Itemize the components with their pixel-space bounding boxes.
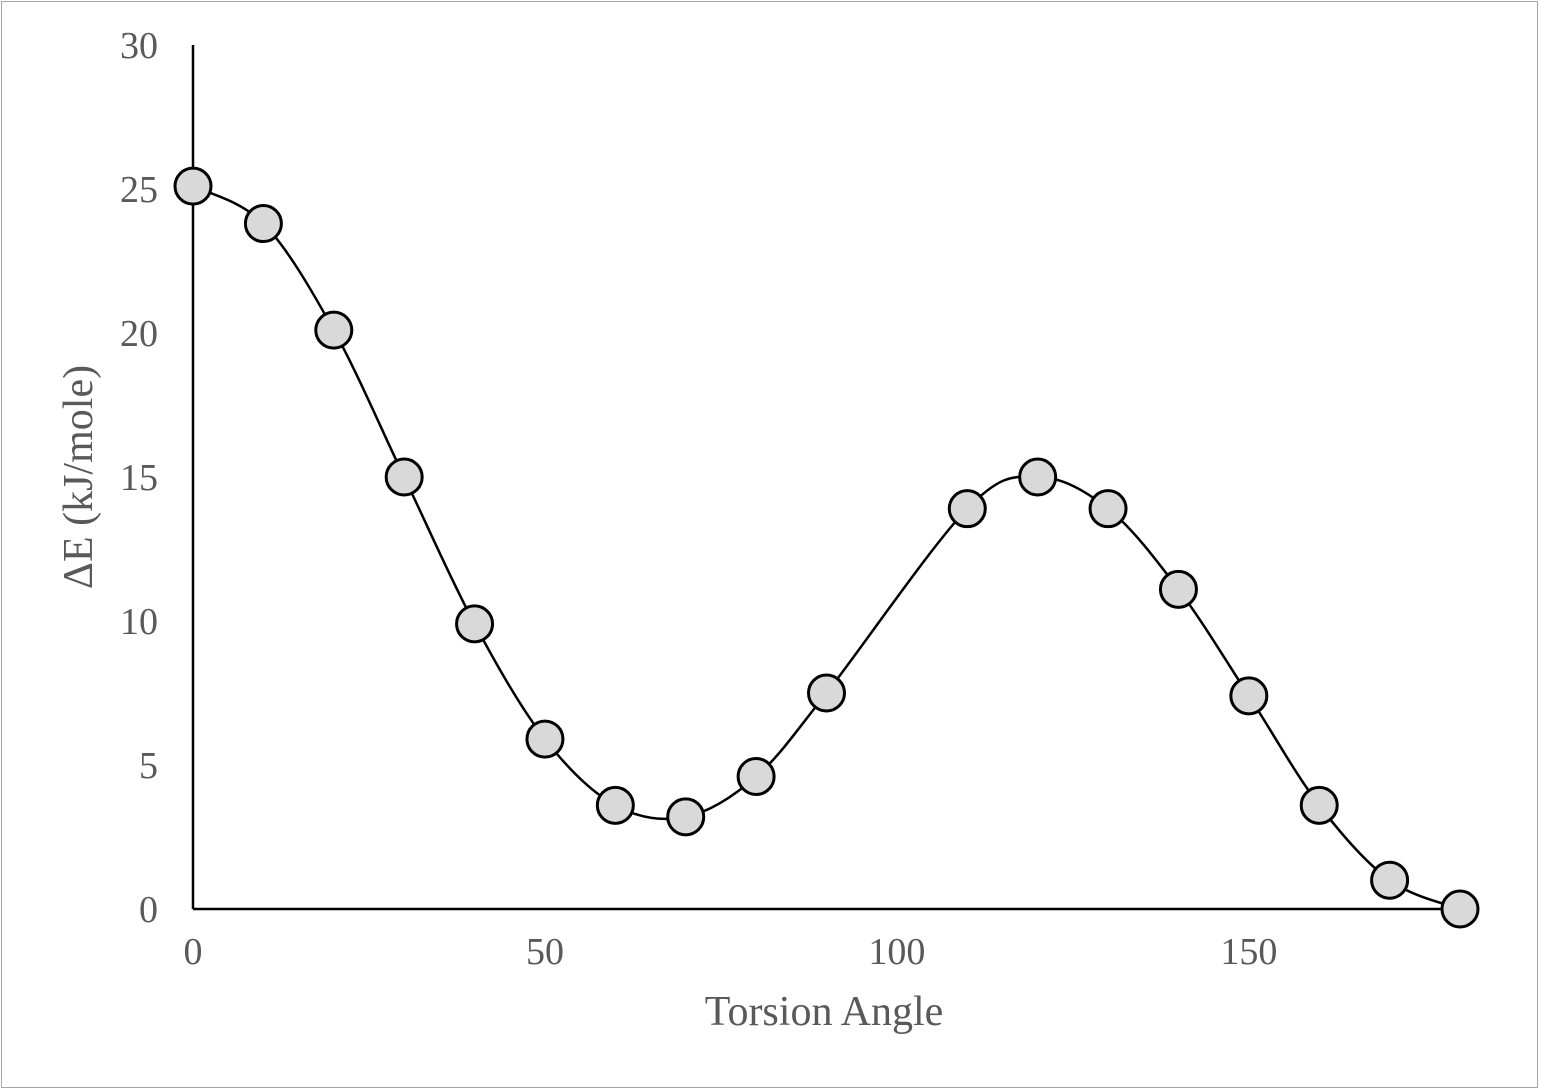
data-point-marker xyxy=(1158,569,1198,609)
y-tick-label: 5 xyxy=(139,745,158,787)
y-tick-labels: 0 5 10 15 20 25 30 xyxy=(120,25,158,931)
data-point-marker xyxy=(807,673,846,713)
y-tick-label: 15 xyxy=(120,457,158,499)
x-tick-label: 150 xyxy=(1220,931,1277,973)
x-tick-label: 100 xyxy=(868,931,925,973)
x-tick-label: 0 xyxy=(184,931,203,973)
x-tick-labels: 0 50 100 150 xyxy=(184,931,1278,973)
data-point-marker xyxy=(1440,889,1480,929)
y-tick-label: 30 xyxy=(120,25,158,67)
x-axis-title: Torsion Angle xyxy=(705,989,944,1035)
y-tick-label: 25 xyxy=(120,169,158,211)
data-point-marker xyxy=(947,489,987,529)
y-tick-label: 20 xyxy=(120,313,158,355)
data-point-marker xyxy=(243,204,283,244)
data-point-marker xyxy=(1370,860,1410,900)
data-point-marker xyxy=(736,757,776,797)
y-axis-title: ΔE (kJ/mole) xyxy=(56,365,102,589)
series-markers xyxy=(173,166,1480,929)
data-point-marker xyxy=(384,457,424,497)
data-point-marker xyxy=(1018,457,1058,497)
data-point-marker xyxy=(595,785,635,825)
x-tick-label: 50 xyxy=(526,931,564,973)
data-point-marker xyxy=(1299,785,1339,825)
series-smooth-line xyxy=(192,185,1461,911)
data-point-marker xyxy=(666,797,706,837)
data-point-marker xyxy=(455,604,495,644)
y-tick-label: 0 xyxy=(139,889,158,931)
data-point-marker xyxy=(173,166,213,206)
data-point-marker xyxy=(1088,489,1128,529)
data-point-marker xyxy=(525,719,565,759)
data-point-marker xyxy=(314,310,354,350)
y-tick-label: 10 xyxy=(120,601,158,643)
data-point-marker xyxy=(1229,676,1269,716)
